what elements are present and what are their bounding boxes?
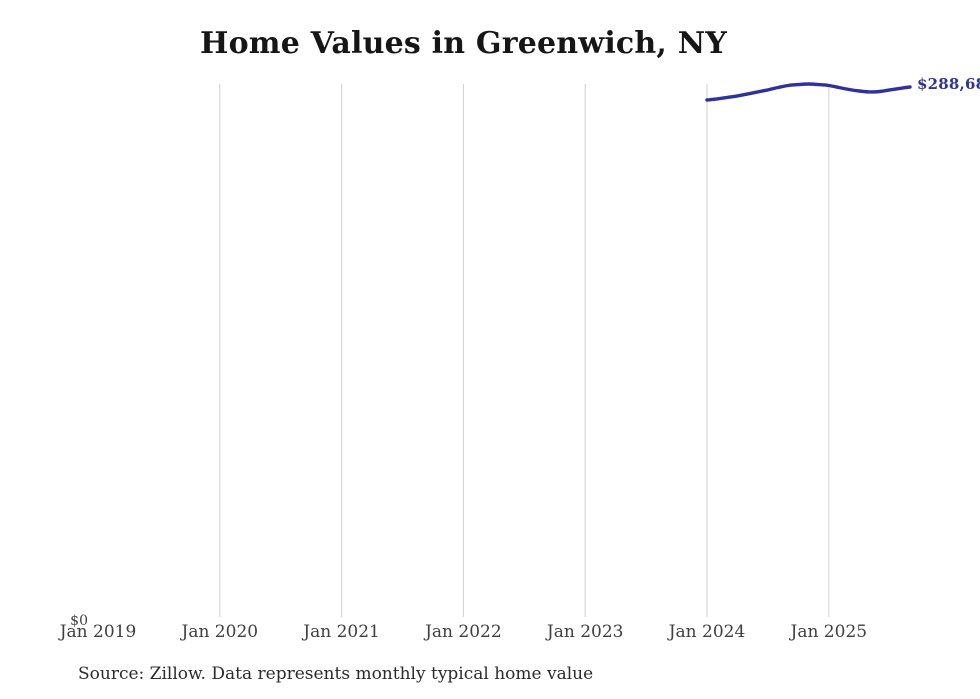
x-axis-label: Jan 2023 <box>546 622 624 642</box>
y-axis-zero-label: $0 <box>70 613 88 629</box>
chart-title: Home Values in Greenwich, NY <box>200 26 727 61</box>
x-axis-label: Jan 2019 <box>59 622 137 642</box>
latest-value-label: $288,688 <box>917 74 980 93</box>
source-note: Source: Zillow. Data represents monthly … <box>78 664 594 684</box>
x-axis-label: Jan 2024 <box>668 622 746 642</box>
x-axis-label: Jan 2025 <box>790 622 868 642</box>
home-value-line-series <box>705 82 912 102</box>
x-axis-label: Jan 2020 <box>181 622 259 642</box>
x-axis-label: Jan 2021 <box>303 622 380 642</box>
x-axis-label: Jan 2022 <box>425 622 502 642</box>
